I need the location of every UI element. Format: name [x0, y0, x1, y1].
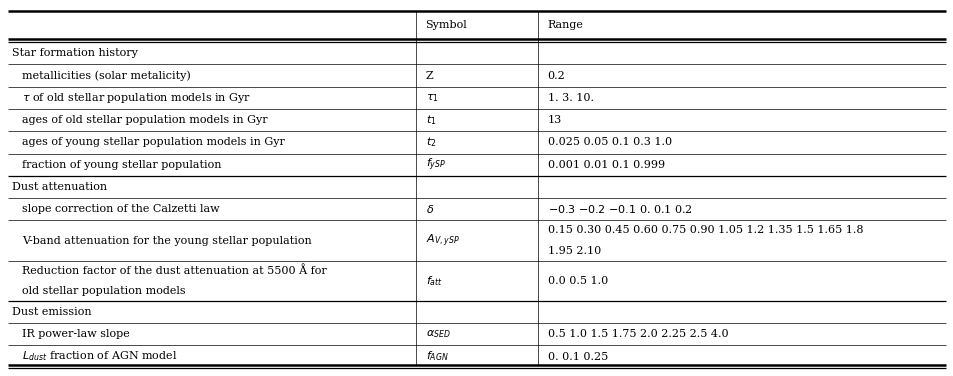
Text: Dust emission: Dust emission: [12, 307, 91, 317]
Text: $\tau$ of old stellar population models in Gyr: $\tau$ of old stellar population models …: [22, 91, 251, 105]
Text: 0.001 0.01 0.1 0.999: 0.001 0.01 0.1 0.999: [547, 160, 664, 170]
Text: 13: 13: [547, 115, 561, 125]
Text: 1. 3. 10.: 1. 3. 10.: [547, 93, 593, 103]
Text: Symbol: Symbol: [425, 20, 467, 30]
Text: $f_{ySP}$: $f_{ySP}$: [425, 156, 445, 173]
Text: $f_{att}$: $f_{att}$: [425, 274, 442, 288]
Text: V-band attenuation for the young stellar population: V-band attenuation for the young stellar…: [22, 235, 312, 246]
Text: old stellar population models: old stellar population models: [22, 286, 186, 296]
Text: $t_2$: $t_2$: [425, 135, 436, 149]
Text: 0.5 1.0 1.5 1.75 2.0 2.25 2.5 4.0: 0.5 1.0 1.5 1.75 2.0 2.25 2.5 4.0: [547, 329, 727, 339]
Text: 1.95 2.10: 1.95 2.10: [547, 246, 600, 256]
Text: fraction of young stellar population: fraction of young stellar population: [22, 160, 221, 170]
Text: $t_1$: $t_1$: [425, 113, 436, 127]
Text: IR power-law slope: IR power-law slope: [22, 329, 130, 339]
Text: slope correction of the Calzetti law: slope correction of the Calzetti law: [22, 204, 219, 214]
Text: $f_{AGN}$: $f_{AGN}$: [425, 350, 448, 364]
Text: Dust attenuation: Dust attenuation: [12, 182, 108, 192]
Text: 0.0 0.5 1.0: 0.0 0.5 1.0: [547, 276, 607, 286]
Text: metallicities (solar metalicity): metallicities (solar metalicity): [22, 70, 191, 81]
Text: ages of old stellar population models in Gyr: ages of old stellar population models in…: [22, 115, 267, 125]
Text: 0.025 0.05 0.1 0.3 1.0: 0.025 0.05 0.1 0.3 1.0: [547, 137, 671, 147]
Text: 0. 0.1 0.25: 0. 0.1 0.25: [547, 352, 607, 362]
Text: 0.15 0.30 0.45 0.60 0.75 0.90 1.05 1.2 1.35 1.5 1.65 1.8: 0.15 0.30 0.45 0.60 0.75 0.90 1.05 1.2 1…: [547, 226, 862, 235]
Text: Star formation history: Star formation history: [12, 48, 138, 58]
Text: Reduction factor of the dust attenuation at 5500 Å for: Reduction factor of the dust attenuation…: [22, 265, 326, 276]
Text: Z: Z: [425, 71, 433, 80]
Text: ages of young stellar population models in Gyr: ages of young stellar population models …: [22, 137, 285, 147]
Text: $\tau_1$: $\tau_1$: [425, 92, 438, 104]
Text: 0.2: 0.2: [547, 71, 565, 80]
Text: Range: Range: [547, 20, 583, 30]
Text: $-0.3$ $-0.2$ $-0.1$ 0. 0.1 0.2: $-0.3$ $-0.2$ $-0.1$ 0. 0.1 0.2: [547, 203, 692, 215]
Text: $L_{dust}$ fraction of AGN model: $L_{dust}$ fraction of AGN model: [22, 350, 177, 364]
Text: $A_{V,ySP}$: $A_{V,ySP}$: [425, 232, 458, 249]
Text: $\delta$: $\delta$: [425, 203, 434, 215]
Text: $\alpha_{SED}$: $\alpha_{SED}$: [425, 328, 450, 340]
